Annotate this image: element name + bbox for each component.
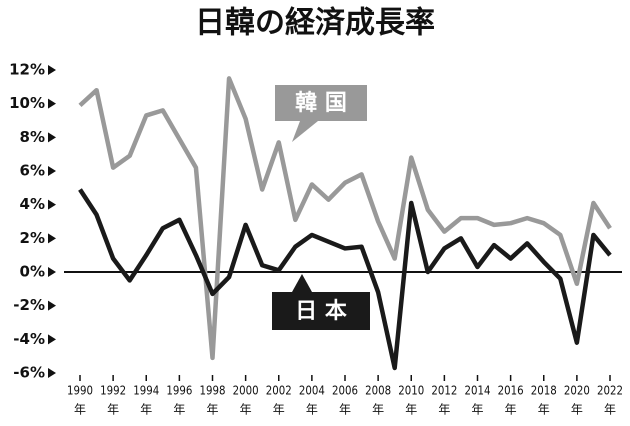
y-tick-mark <box>48 300 56 311</box>
x-tick-label: 1994 <box>133 384 159 398</box>
x-tick-label: 1998 <box>200 384 226 398</box>
y-tick-label: -4% <box>13 330 45 348</box>
x-tick-label: 2004 <box>299 384 325 398</box>
x-unit-label: 年 <box>206 403 218 417</box>
y-tick-label: 6% <box>20 162 45 180</box>
x-tick-label: 2002 <box>266 384 292 398</box>
y-tick-label: 0% <box>20 263 45 281</box>
legend-box <box>275 85 367 121</box>
x-unit-label: 年 <box>571 403 583 417</box>
x-tick-label: 2010 <box>398 384 424 398</box>
x-tick-label: 1990 <box>67 384 93 398</box>
legend-label: 韓 国 <box>295 90 347 116</box>
x-unit-label: 年 <box>273 403 285 417</box>
x-tick-label: 2014 <box>465 384 491 398</box>
legend-pointer <box>292 274 312 292</box>
x-unit-label: 年 <box>471 403 483 417</box>
x-tick-label: 2018 <box>531 384 557 398</box>
x-unit-label: 年 <box>173 403 185 417</box>
y-tick-mark <box>48 334 56 345</box>
y-tick-mark <box>48 166 56 176</box>
x-unit-label: 年 <box>438 403 450 417</box>
x-unit-label: 年 <box>538 403 550 417</box>
x-tick-label: 2016 <box>498 384 524 398</box>
x-unit-label: 年 <box>405 403 417 417</box>
y-tick-label: -2% <box>13 296 45 314</box>
y-tick-mark <box>48 132 56 143</box>
y-tick-mark <box>48 199 56 210</box>
series-line <box>78 76 612 361</box>
x-unit-label: 年 <box>339 403 351 417</box>
x-tick-label: 2022 <box>597 384 623 398</box>
x-tick-label: 2006 <box>332 384 358 398</box>
x-unit-label: 年 <box>74 403 86 417</box>
series-line <box>78 188 612 371</box>
y-tick-label: 12% <box>9 61 45 79</box>
x-tick-label: 1992 <box>100 384 126 398</box>
x-tick-label: 2020 <box>564 384 590 398</box>
y-tick-label: -6% <box>13 364 45 382</box>
y-tick-mark <box>48 267 56 277</box>
x-unit-label: 年 <box>372 403 384 417</box>
y-tick-mark <box>48 65 56 75</box>
y-tick-label: 4% <box>20 195 45 213</box>
y-tick-mark <box>48 98 56 109</box>
x-unit-label: 年 <box>505 403 517 417</box>
x-tick-label: 2008 <box>365 384 391 398</box>
x-unit-label: 年 <box>604 403 616 417</box>
x-unit-label: 年 <box>306 403 318 417</box>
legend-box <box>272 292 370 330</box>
y-tick-mark <box>48 368 56 378</box>
y-tick-mark <box>48 233 56 244</box>
x-tick-label: 2012 <box>431 384 457 398</box>
x-unit-label: 年 <box>107 403 119 417</box>
chart-title: 日韓の経済成長率 <box>195 6 435 41</box>
x-tick-label: 2000 <box>233 384 259 398</box>
x-unit-label: 年 <box>240 403 252 417</box>
y-tick-label: 2% <box>20 229 45 247</box>
legend-label: 日 本 <box>295 299 347 324</box>
y-tick-label: 8% <box>20 128 45 146</box>
y-tick-label: 10% <box>9 94 45 112</box>
legend-pointer <box>292 121 318 142</box>
x-tick-label: 1996 <box>166 384 192 398</box>
x-unit-label: 年 <box>140 403 152 417</box>
